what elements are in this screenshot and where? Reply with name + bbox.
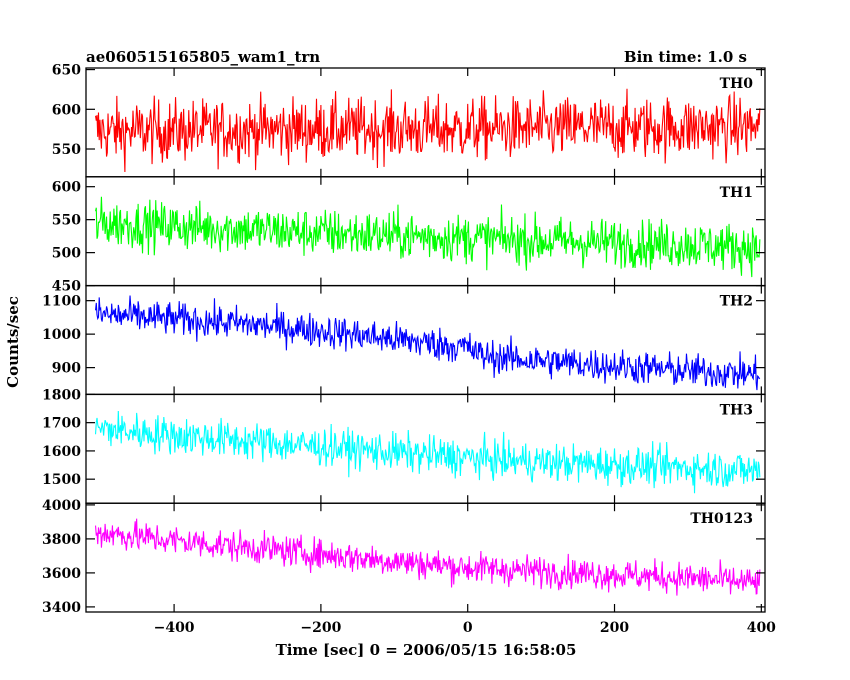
y-tick-label: 900 (52, 361, 81, 377)
y-tick-label: 3400 (42, 600, 81, 616)
y-tick-label: 550 (52, 142, 81, 158)
panel-label-th3: TH3 (720, 402, 753, 418)
y-axis-label: Counts/sec (4, 296, 22, 388)
x-tick-label: −400 (154, 620, 195, 636)
series-line-th2 (94, 295, 761, 391)
y-tick-label: 1500 (42, 472, 81, 488)
series-line-th0123 (94, 518, 761, 596)
panel-frame-th0123 (85, 502, 766, 613)
y-tick-label: 1700 (42, 416, 81, 432)
y-tick-label: 550 (52, 213, 81, 229)
panel-label-th0123: TH0123 (690, 511, 753, 527)
y-tick-label: 600 (52, 180, 81, 196)
chart-title: ae060515165805_wam1_trn (86, 48, 320, 66)
panel-label-th1: TH1 (720, 185, 753, 201)
y-tick-label: 1800 (42, 387, 81, 403)
y-tick-label: 650 (52, 63, 81, 79)
y-tick-label: 3800 (42, 532, 81, 548)
bin-time-label: Bin time: 1.0 s (624, 48, 747, 66)
y-tick-label: 600 (52, 102, 81, 118)
x-tick-label: −200 (300, 620, 341, 636)
x-axis-label: Time [sec] 0 = 2006/05/15 16:58:05 (276, 641, 577, 659)
x-tick-label: 400 (747, 620, 776, 636)
panel-label-th2: TH2 (720, 294, 753, 310)
series-line-th0 (94, 88, 761, 172)
y-tick-label: 1600 (42, 444, 81, 460)
y-tick-label: 500 (52, 246, 81, 262)
y-tick-label: 1000 (42, 327, 81, 343)
y-tick-label: 1100 (42, 294, 81, 310)
x-tick-label: 0 (463, 620, 473, 636)
panel-frame-th0 (85, 67, 766, 178)
panels-group: 550 600 650 TH0 450 500 550 600 TH1 900 1000 1100 TH… (42, 63, 776, 636)
x-tick-label: 200 (600, 620, 629, 636)
y-tick-label: 3600 (42, 566, 81, 582)
panel-label-th0: TH0 (720, 76, 754, 92)
series-line-th3 (94, 410, 761, 494)
series-line-th1 (95, 196, 761, 278)
y-tick-label: 450 (52, 279, 81, 295)
y-tick-label: 4000 (42, 498, 81, 514)
